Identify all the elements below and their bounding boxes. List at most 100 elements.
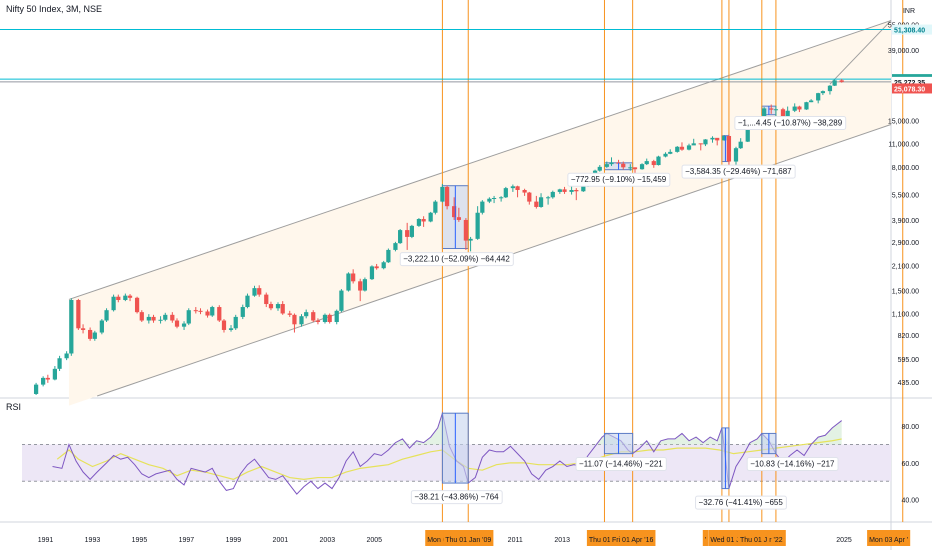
candle-body[interactable] bbox=[785, 110, 790, 117]
candle-body[interactable] bbox=[217, 307, 222, 321]
candle-body[interactable] bbox=[362, 279, 368, 291]
candle-body[interactable] bbox=[698, 143, 703, 145]
candle-body[interactable] bbox=[123, 295, 128, 301]
candle-body[interactable] bbox=[334, 310, 339, 323]
candle-body[interactable] bbox=[41, 377, 46, 385]
candle-body[interactable] bbox=[134, 297, 140, 313]
candle-body[interactable] bbox=[64, 353, 69, 359]
price-badge[interactable] bbox=[892, 83, 932, 94]
candle-body[interactable] bbox=[421, 219, 426, 222]
candle-body[interactable] bbox=[76, 300, 81, 329]
candle-body[interactable] bbox=[832, 80, 837, 86]
candle-body[interactable] bbox=[604, 164, 609, 167]
candle-body[interactable] bbox=[545, 197, 551, 199]
candle-body[interactable] bbox=[163, 314, 168, 320]
candle-body[interactable] bbox=[499, 197, 504, 199]
candle-body[interactable] bbox=[632, 167, 638, 170]
candle-body[interactable] bbox=[151, 316, 156, 321]
candle-body[interactable] bbox=[738, 141, 743, 149]
candle-body[interactable] bbox=[245, 295, 250, 308]
candle-body[interactable] bbox=[221, 320, 227, 330]
candle-body[interactable] bbox=[369, 266, 375, 280]
candle-body[interactable] bbox=[381, 262, 386, 269]
candle-body[interactable] bbox=[311, 312, 316, 321]
candle-body[interactable] bbox=[491, 197, 497, 199]
candle-body[interactable] bbox=[275, 304, 281, 309]
candle-body[interactable] bbox=[522, 189, 527, 193]
candle-body[interactable] bbox=[816, 93, 821, 101]
candle-body[interactable] bbox=[45, 377, 50, 380]
candle-body[interactable] bbox=[679, 146, 685, 150]
candle-body[interactable] bbox=[663, 153, 668, 157]
candle-body[interactable] bbox=[534, 201, 539, 207]
candle-body[interactable] bbox=[158, 319, 163, 321]
candle-body[interactable] bbox=[686, 145, 692, 150]
candle-body[interactable] bbox=[116, 296, 121, 301]
candle-body[interactable] bbox=[292, 314, 297, 325]
candle-body[interactable] bbox=[675, 146, 680, 152]
candle-body[interactable] bbox=[127, 295, 133, 298]
candle-body[interactable] bbox=[722, 135, 727, 141]
candle-body[interactable] bbox=[193, 310, 198, 312]
candle-body[interactable] bbox=[792, 106, 797, 111]
candle-body[interactable] bbox=[773, 109, 779, 111]
candle-body[interactable] bbox=[691, 143, 696, 146]
candle-body[interactable] bbox=[668, 151, 673, 154]
candle-body[interactable] bbox=[339, 290, 344, 311]
candle-body[interactable] bbox=[639, 164, 645, 170]
candle-body[interactable] bbox=[409, 225, 414, 237]
candle-body[interactable] bbox=[428, 212, 433, 222]
candle-body[interactable] bbox=[487, 198, 492, 202]
candle-body[interactable] bbox=[510, 186, 515, 189]
candle-body[interactable] bbox=[111, 296, 116, 311]
candle-body[interactable] bbox=[703, 139, 708, 145]
candle-body[interactable] bbox=[440, 186, 445, 202]
candle-body[interactable] bbox=[557, 189, 562, 192]
price-badge[interactable] bbox=[892, 24, 932, 35]
candle-body[interactable] bbox=[804, 102, 809, 110]
candle-body[interactable] bbox=[327, 314, 332, 323]
candle-body[interactable] bbox=[52, 368, 57, 380]
candle-body[interactable] bbox=[186, 310, 191, 324]
candle-body[interactable] bbox=[651, 161, 656, 166]
candle-body[interactable] bbox=[139, 312, 144, 321]
candle-body[interactable] bbox=[745, 125, 750, 142]
candle-body[interactable] bbox=[710, 137, 715, 140]
candle-body[interactable] bbox=[69, 300, 74, 354]
candle-body[interactable] bbox=[762, 108, 767, 118]
candle-body[interactable] bbox=[170, 314, 175, 321]
candle-body[interactable] bbox=[574, 189, 579, 192]
candle-body[interactable] bbox=[240, 307, 245, 317]
candle-body[interactable] bbox=[444, 186, 450, 207]
candle-body[interactable] bbox=[57, 358, 62, 369]
candle-body[interactable] bbox=[480, 201, 485, 213]
candle-body[interactable] bbox=[827, 85, 833, 92]
channel-upper-line[interactable] bbox=[68, 20, 892, 300]
candle-body[interactable] bbox=[515, 186, 520, 190]
candle-body[interactable] bbox=[621, 163, 626, 168]
candle-body[interactable] bbox=[398, 230, 403, 244]
candle-body[interactable] bbox=[299, 316, 304, 325]
candle-body[interactable] bbox=[769, 108, 774, 110]
candle-body[interactable] bbox=[228, 328, 234, 330]
candle-body[interactable] bbox=[475, 212, 480, 239]
candle-body[interactable] bbox=[405, 230, 410, 237]
candle-body[interactable] bbox=[733, 148, 739, 162]
candle-body[interactable] bbox=[104, 310, 109, 321]
candle-body[interactable] bbox=[264, 294, 269, 305]
candle-body[interactable] bbox=[456, 217, 461, 220]
candle-body[interactable] bbox=[80, 328, 86, 330]
candle-body[interactable] bbox=[726, 135, 732, 162]
candle-body[interactable] bbox=[393, 243, 398, 250]
candle-body[interactable] bbox=[809, 100, 814, 103]
candle-body[interactable] bbox=[92, 332, 97, 339]
candle-body[interactable] bbox=[358, 281, 363, 291]
candle-body[interactable] bbox=[146, 316, 151, 321]
price-badge[interactable] bbox=[892, 76, 932, 87]
candle-body[interactable] bbox=[268, 304, 274, 309]
candle-body[interactable] bbox=[198, 310, 203, 312]
candle-body[interactable] bbox=[503, 188, 508, 198]
candle-body[interactable] bbox=[597, 166, 602, 171]
candle-body[interactable] bbox=[315, 320, 321, 323]
candle-body[interactable] bbox=[174, 320, 180, 327]
